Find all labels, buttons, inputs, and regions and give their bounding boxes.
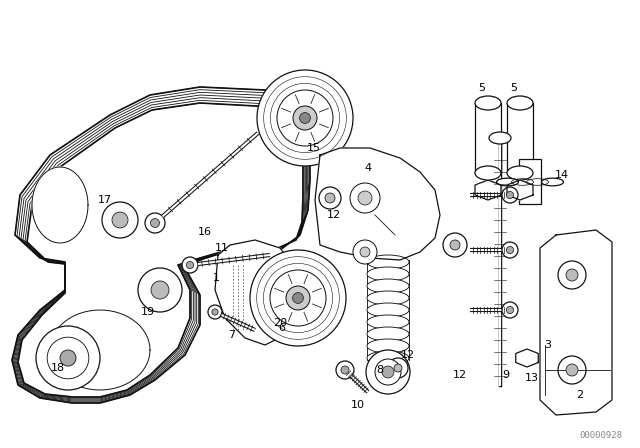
Text: 12: 12 [327, 210, 341, 220]
Circle shape [341, 366, 349, 374]
Ellipse shape [475, 166, 501, 180]
Text: 5: 5 [479, 83, 486, 93]
Circle shape [138, 268, 182, 312]
Circle shape [360, 247, 370, 257]
Circle shape [102, 202, 138, 238]
Circle shape [506, 246, 514, 254]
Circle shape [350, 183, 380, 213]
Polygon shape [50, 310, 150, 390]
Circle shape [208, 305, 222, 319]
Circle shape [319, 187, 341, 209]
Circle shape [388, 358, 408, 378]
Text: 3: 3 [545, 340, 552, 350]
Ellipse shape [367, 291, 409, 305]
Ellipse shape [497, 178, 518, 186]
Circle shape [151, 281, 169, 299]
Circle shape [566, 364, 578, 376]
Circle shape [558, 356, 586, 384]
Circle shape [47, 337, 89, 379]
Polygon shape [540, 230, 612, 415]
Circle shape [358, 191, 372, 205]
Circle shape [250, 250, 346, 346]
Ellipse shape [367, 327, 409, 341]
Text: 8: 8 [376, 365, 383, 375]
Text: 19: 19 [141, 307, 155, 317]
Ellipse shape [475, 96, 501, 110]
Text: 11: 11 [215, 243, 229, 253]
Circle shape [36, 326, 100, 390]
Text: 13: 13 [525, 373, 539, 383]
Circle shape [150, 219, 159, 228]
Circle shape [325, 193, 335, 203]
Circle shape [566, 269, 578, 281]
Ellipse shape [541, 178, 563, 186]
Text: 17: 17 [98, 195, 112, 205]
Circle shape [502, 302, 518, 318]
Text: 6: 6 [278, 323, 285, 333]
Circle shape [212, 309, 218, 315]
Circle shape [292, 293, 303, 303]
Text: 5: 5 [511, 83, 518, 93]
Text: 16: 16 [198, 227, 212, 237]
Text: 12: 12 [401, 350, 415, 360]
Circle shape [558, 261, 586, 289]
Ellipse shape [367, 315, 409, 329]
Ellipse shape [367, 267, 409, 281]
Polygon shape [32, 167, 88, 243]
Text: 9: 9 [502, 370, 509, 380]
Text: 2: 2 [577, 390, 584, 400]
Circle shape [60, 350, 76, 366]
Polygon shape [315, 148, 440, 260]
Circle shape [145, 213, 165, 233]
Text: 00000928: 00000928 [579, 431, 622, 440]
Text: 20: 20 [273, 318, 287, 328]
Circle shape [382, 366, 394, 378]
Ellipse shape [367, 339, 409, 353]
Circle shape [112, 212, 128, 228]
Polygon shape [475, 180, 501, 200]
Circle shape [502, 242, 518, 258]
Circle shape [336, 361, 354, 379]
Circle shape [506, 191, 514, 198]
Text: 7: 7 [228, 330, 236, 340]
Circle shape [270, 270, 326, 326]
Circle shape [286, 286, 310, 310]
Text: 10: 10 [351, 400, 365, 410]
Circle shape [443, 233, 467, 257]
Circle shape [293, 106, 317, 130]
Circle shape [502, 187, 518, 203]
Polygon shape [516, 349, 538, 367]
Ellipse shape [367, 279, 409, 293]
Circle shape [182, 257, 198, 273]
Circle shape [506, 306, 514, 314]
Ellipse shape [367, 303, 409, 317]
Polygon shape [215, 240, 295, 345]
Ellipse shape [507, 96, 533, 110]
Polygon shape [507, 180, 533, 200]
Ellipse shape [507, 166, 533, 180]
Circle shape [300, 112, 310, 123]
Circle shape [450, 240, 460, 250]
Circle shape [277, 90, 333, 146]
Text: 1: 1 [212, 273, 220, 283]
Circle shape [257, 70, 353, 166]
Ellipse shape [489, 132, 511, 144]
Circle shape [353, 240, 377, 264]
Text: 4: 4 [364, 163, 372, 173]
Text: 12: 12 [453, 370, 467, 380]
Ellipse shape [367, 351, 409, 365]
Text: 15: 15 [307, 143, 321, 153]
Text: 18: 18 [51, 363, 65, 373]
Circle shape [375, 359, 401, 385]
Ellipse shape [367, 255, 409, 269]
Text: 14: 14 [555, 170, 569, 180]
Circle shape [366, 350, 410, 394]
Polygon shape [519, 159, 541, 204]
Circle shape [394, 364, 402, 372]
Circle shape [186, 261, 194, 269]
